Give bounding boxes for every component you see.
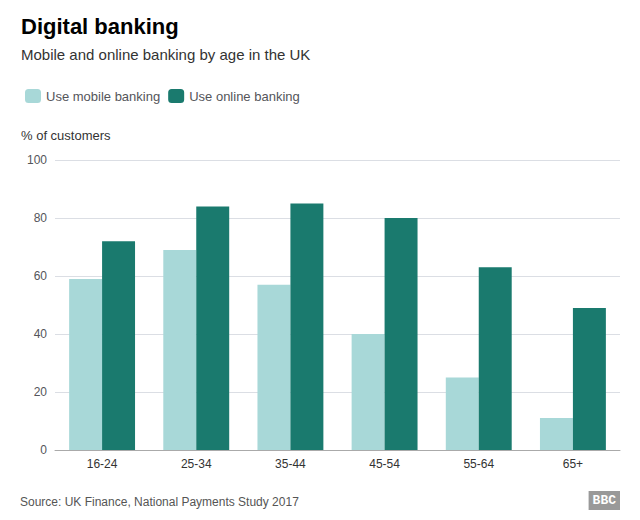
svg-text:16-24: 16-24: [87, 457, 118, 471]
svg-text:0: 0: [40, 443, 47, 457]
svg-text:Digital banking: Digital banking: [21, 14, 179, 39]
svg-text:55-64: 55-64: [463, 457, 494, 471]
svg-text:% of customers: % of customers: [21, 128, 111, 143]
svg-text:Source: UK Finance, National P: Source: UK Finance, National Payments St…: [20, 495, 299, 509]
svg-text:BBC: BBC: [593, 493, 617, 508]
svg-text:25-34: 25-34: [181, 457, 212, 471]
svg-text:60: 60: [34, 269, 48, 283]
svg-text:Mobile and online banking by a: Mobile and online banking by age in the …: [21, 46, 310, 63]
svg-text:45-54: 45-54: [369, 457, 400, 471]
svg-text:35-44: 35-44: [275, 457, 306, 471]
svg-text:40: 40: [34, 327, 48, 341]
svg-text:65+: 65+: [563, 457, 583, 471]
svg-text:Use online banking: Use online banking: [189, 89, 300, 104]
svg-text:20: 20: [34, 385, 48, 399]
svg-text:100: 100: [27, 153, 47, 167]
svg-text:80: 80: [34, 211, 48, 225]
svg-text:Use mobile banking: Use mobile banking: [46, 89, 160, 104]
